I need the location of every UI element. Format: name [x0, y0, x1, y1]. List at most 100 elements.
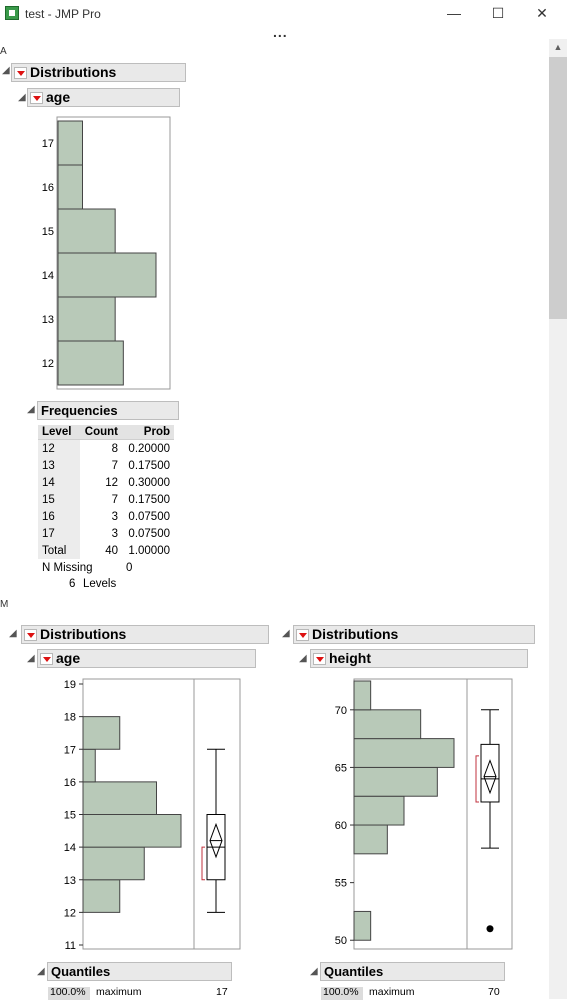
histogram-bar — [57, 296, 116, 342]
prob-cell: 0.07500 — [128, 527, 170, 540]
minimize-button[interactable]: — — [447, 5, 461, 21]
histogram-bar — [82, 879, 121, 913]
y-tick-label: 13 — [64, 875, 76, 887]
distributions-header[interactable] — [11, 63, 186, 82]
column-header-count[interactable]: Count — [80, 425, 122, 440]
disclosure-triangle-icon[interactable]: ◢ — [37, 966, 45, 977]
outlier-point — [486, 925, 494, 933]
quantile-pct-2: 100.0% — [323, 986, 359, 998]
prob-cell: 0.17500 — [128, 493, 170, 506]
boxplot-box — [480, 743, 500, 803]
disclosure-triangle-icon[interactable]: ◢ — [9, 628, 17, 639]
y-tick-label: 13 — [42, 314, 54, 326]
n-missing-value: 0 — [126, 562, 133, 574]
count-cell: 3 — [111, 510, 118, 523]
quantile-pct: 100.0% — [50, 986, 86, 998]
histogram-bar — [57, 208, 116, 254]
histogram-bar — [353, 709, 422, 740]
more-options-button[interactable]: ... — [273, 24, 288, 40]
y-tick-label: 11 — [65, 940, 76, 952]
y-tick-label: 18 — [64, 712, 76, 724]
group-label-m: M — [0, 599, 9, 610]
disclosure-triangle-icon[interactable]: ◢ — [282, 628, 290, 639]
quantiles-header-2[interactable] — [320, 962, 505, 981]
frequencies-header[interactable] — [37, 401, 179, 420]
age-header-2[interactable] — [37, 649, 256, 668]
level-cell: Total — [38, 542, 80, 559]
red-triangle-menu-icon[interactable] — [24, 629, 37, 641]
scroll-up-arrow-icon[interactable]: ▲ — [553, 42, 563, 52]
shortest-half-bracket — [201, 846, 205, 881]
title-bar — [0, 0, 567, 28]
table-row: 15 7 0.17500 — [38, 491, 174, 508]
histogram-bar — [353, 738, 455, 768]
red-triangle-menu-icon[interactable] — [14, 67, 27, 79]
maximize-button[interactable]: ☐ — [491, 5, 505, 21]
y-tick-label: 19 — [64, 679, 76, 691]
y-tick-label: 60 — [335, 820, 347, 832]
disclosure-triangle-icon[interactable]: ◢ — [27, 653, 35, 664]
height-histogram: 70 65 60 55 50 — [335, 678, 513, 950]
histogram-bar — [82, 846, 145, 881]
scrollbar-thumb[interactable] — [549, 57, 567, 319]
count-cell: 12 — [105, 476, 118, 489]
red-triangle-menu-icon[interactable] — [313, 653, 326, 665]
distributions-header-2[interactable] — [21, 625, 269, 644]
histogram-bar — [353, 795, 405, 826]
variable-title-age: age — [46, 89, 71, 105]
histogram-bar — [82, 716, 121, 750]
histogram-bar — [353, 766, 438, 797]
histogram-bar — [57, 340, 124, 386]
quantile-pct-cell — [48, 987, 90, 1000]
close-button[interactable]: ✕ — [536, 5, 548, 21]
variable-title-height: height — [329, 650, 371, 666]
quantile-value-2: 70 — [488, 986, 500, 998]
red-triangle-menu-icon[interactable] — [296, 629, 309, 641]
age-histogram-2: 19 18 17 16 15 14 13 12 11 — [64, 678, 241, 952]
disclosure-triangle-icon[interactable]: ◢ — [310, 966, 318, 977]
quantile-label-2: maximum — [369, 986, 415, 998]
window-title: test - JMP Pro — [25, 7, 101, 21]
histogram-bar — [57, 252, 157, 298]
y-tick-label: 70 — [335, 705, 347, 717]
quantile-pct-cell — [321, 987, 363, 1000]
table-row: 13 7 0.17500 — [38, 457, 174, 474]
quantiles-header[interactable] — [47, 962, 232, 981]
count-cell: 3 — [111, 527, 118, 540]
red-triangle-menu-icon[interactable] — [30, 92, 43, 104]
age-header[interactable] — [27, 88, 180, 107]
column-header-prob[interactable]: Prob — [122, 425, 174, 440]
disclosure-triangle-icon[interactable]: ◢ — [18, 92, 26, 103]
levels-label: Levels — [83, 578, 117, 590]
y-tick-label: 15 — [64, 810, 76, 822]
distributions-header-3[interactable] — [293, 625, 535, 644]
y-tick-label: 12 — [64, 907, 76, 919]
prob-cell: 0.17500 — [128, 459, 170, 472]
histogram-bar — [82, 748, 96, 783]
prob-cell: 0.30000 — [128, 476, 170, 489]
shortest-half-bracket — [475, 755, 479, 803]
count-cell: 8 — [111, 442, 118, 455]
y-tick-label: 16 — [42, 182, 54, 194]
table-row: 12 8 0.20000 — [38, 439, 174, 457]
y-tick-label: 16 — [64, 777, 76, 789]
prob-cell: 0.20000 — [128, 442, 170, 455]
disclosure-triangle-icon[interactable]: ◢ — [2, 65, 10, 76]
table-row: 17 3 0.07500 — [38, 525, 174, 542]
height-header[interactable] — [310, 649, 528, 668]
histogram-bar — [57, 120, 83, 166]
mean-diamond — [483, 759, 497, 795]
level-cell: 16 — [38, 508, 80, 525]
red-triangle-menu-icon[interactable] — [40, 653, 53, 665]
frequencies-title: Frequencies — [41, 403, 118, 418]
count-cell: 7 — [111, 459, 118, 472]
histogram-bar — [57, 164, 83, 210]
histogram-bar — [353, 910, 372, 941]
quantiles-title-2: Quantiles — [324, 964, 384, 979]
column-header-level[interactable]: Level — [38, 425, 80, 440]
jmp-app-icon — [5, 6, 19, 20]
disclosure-triangle-icon[interactable]: ◢ — [299, 653, 307, 664]
disclosure-triangle-icon[interactable]: ◢ — [27, 404, 35, 415]
y-tick-label: 14 — [64, 842, 76, 854]
y-tick-label: 14 — [42, 270, 54, 282]
